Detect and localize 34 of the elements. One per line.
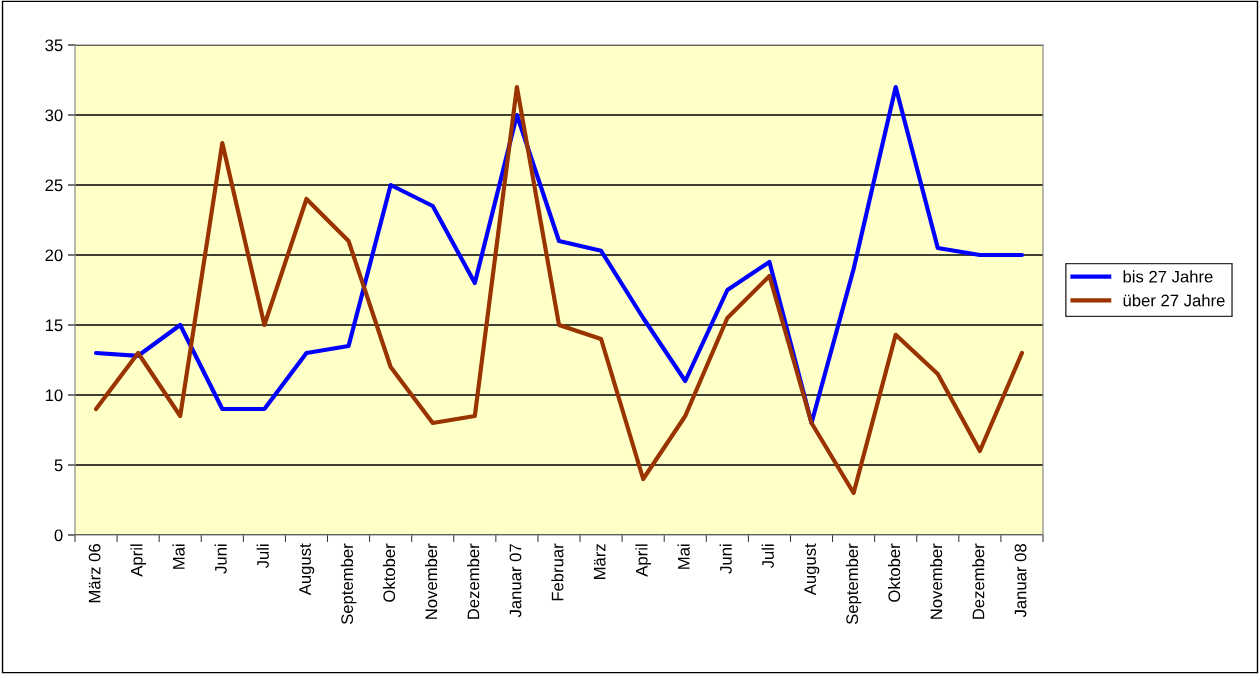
x-tick-label: April: [130, 544, 146, 577]
y-tick-label: 30: [45, 109, 63, 122]
y-tick-label: 5: [54, 459, 63, 472]
legend-label: über 27 Jahre: [1123, 294, 1225, 307]
x-tick-label: Dezember: [972, 543, 985, 619]
y-tick-label: 10: [45, 389, 63, 402]
x-tick-label: Mai: [677, 544, 690, 569]
x-tick-label: Januar 08: [1014, 544, 1027, 618]
x-tick-label: November: [424, 543, 438, 619]
x-tick-label: Oktober: [382, 543, 396, 602]
y-tick-label: 20: [45, 249, 63, 262]
y-tick-label: 35: [45, 39, 63, 52]
x-tick-label: Juni: [214, 544, 227, 574]
x-tick-label: Februar: [551, 543, 564, 601]
x-tick-label: August: [804, 543, 820, 596]
x-tick-label: Oktober: [887, 543, 901, 602]
y-tick-label: 0: [54, 529, 63, 542]
x-tick-label: März: [593, 544, 606, 579]
x-tick-label: September: [340, 543, 357, 625]
legend-label: bis 27 Jahre: [1123, 270, 1213, 283]
y-tick-label: 25: [45, 179, 63, 192]
x-tick-label: Juni: [719, 544, 732, 574]
x-tick-label: Juli: [256, 544, 269, 569]
x-tick-label: Mai: [172, 544, 185, 569]
x-tick-label: August: [299, 543, 315, 596]
line-series: [93, 84, 1025, 496]
x-tick-label: November: [930, 543, 943, 619]
y-tick-label: 15: [45, 319, 63, 332]
x-tick-label: Januar 07: [509, 544, 522, 618]
x-tick-label: September: [845, 543, 862, 625]
x-tick-label: Dezember: [467, 543, 480, 619]
x-tick-label: März 06: [88, 544, 101, 603]
x-tick-label: April: [635, 544, 651, 577]
x-tick-label: Juli: [761, 544, 774, 569]
